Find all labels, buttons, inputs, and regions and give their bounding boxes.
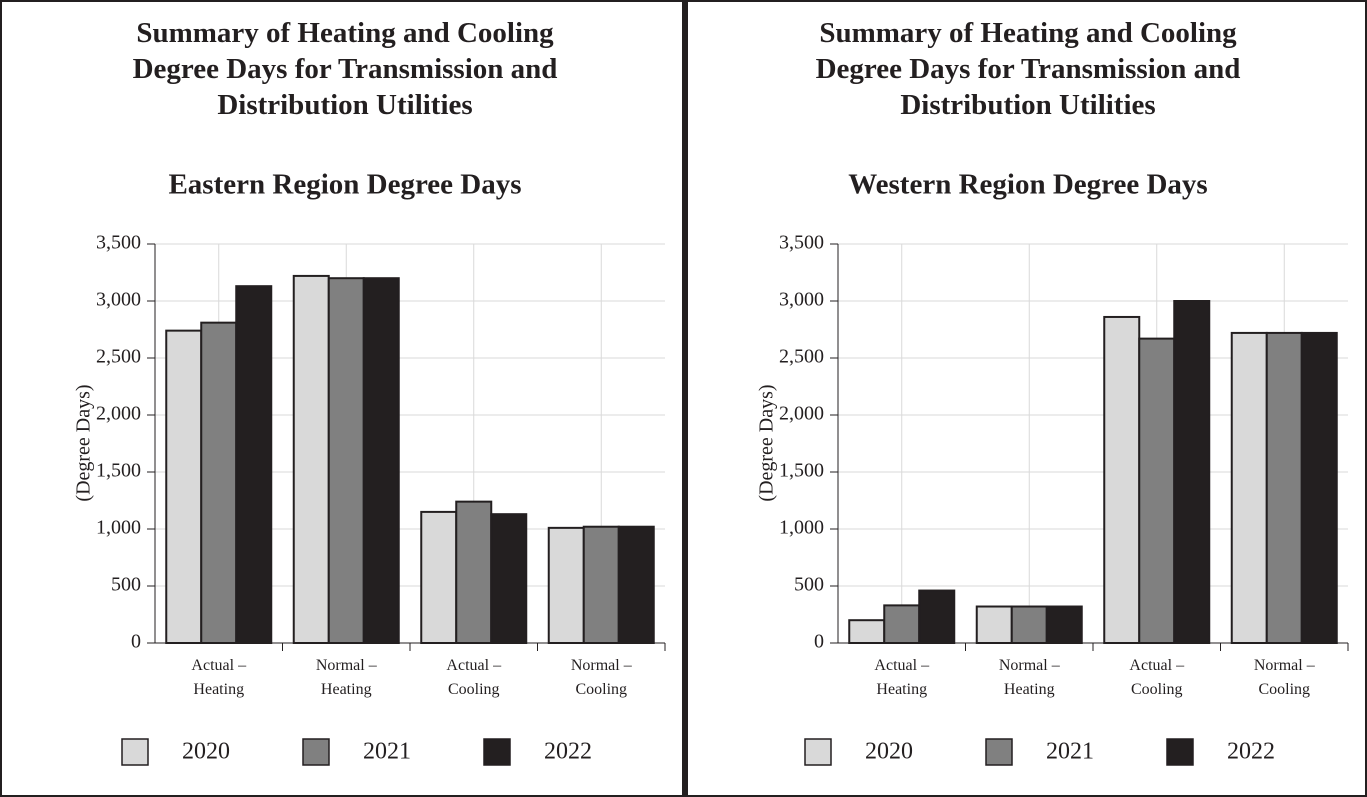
bar bbox=[1138, 337, 1176, 644]
bar bbox=[292, 274, 330, 644]
legend-swatch bbox=[302, 738, 330, 766]
x-tick-label: Actual – Heating bbox=[191, 657, 247, 698]
y-tick-label: 3,500 bbox=[96, 232, 141, 254]
bar bbox=[918, 589, 956, 644]
bar bbox=[1045, 605, 1083, 645]
x-tick-label: Normal – Heating bbox=[316, 657, 378, 698]
panel-divider bbox=[682, 0, 688, 797]
bar bbox=[975, 605, 1013, 645]
bar bbox=[455, 500, 493, 645]
legend-label: 2022 bbox=[1227, 739, 1275, 765]
chart-title: Summary of Heating and Cooling Degree Day… bbox=[133, 17, 558, 121]
bar bbox=[617, 525, 655, 644]
bar bbox=[165, 329, 203, 644]
y-tick-label: 500 bbox=[111, 574, 141, 596]
y-tick-label: 3,000 bbox=[96, 289, 141, 311]
y-tick-label: 3,500 bbox=[779, 232, 824, 254]
bar bbox=[582, 525, 620, 644]
bar bbox=[1103, 315, 1141, 644]
legend-label: 2021 bbox=[1046, 739, 1094, 765]
legend-swatch bbox=[121, 738, 149, 766]
y-tick-label: 2,500 bbox=[779, 346, 824, 368]
bar bbox=[1173, 300, 1211, 644]
x-tick-label: Actual – Heating bbox=[874, 657, 930, 698]
y-axis-label: (Degree Days) bbox=[756, 384, 778, 501]
y-tick-label: 2,000 bbox=[96, 403, 141, 425]
x-tick-label: Actual – Cooling bbox=[446, 657, 502, 698]
y-tick-label: 1,500 bbox=[96, 460, 141, 482]
bar bbox=[420, 510, 458, 644]
y-tick-label: 0 bbox=[814, 631, 824, 653]
y-tick-label: 1,000 bbox=[779, 517, 824, 539]
legend-swatch bbox=[1166, 738, 1194, 766]
x-tick-label: Normal – Cooling bbox=[1254, 657, 1316, 698]
bar bbox=[200, 321, 238, 644]
x-tick-label: Actual – Cooling bbox=[1129, 657, 1185, 698]
chart-subtitle: Western Region Degree Days bbox=[848, 169, 1207, 201]
bar bbox=[883, 604, 921, 645]
bar bbox=[490, 513, 528, 644]
y-tick-label: 1,500 bbox=[779, 460, 824, 482]
x-tick-label: Normal – Cooling bbox=[571, 657, 633, 698]
y-tick-label: 1,000 bbox=[96, 517, 141, 539]
legend-label: 2022 bbox=[544, 739, 592, 765]
y-tick-label: 2,500 bbox=[96, 346, 141, 368]
legend-swatch bbox=[483, 738, 511, 766]
bar bbox=[327, 277, 365, 644]
bar bbox=[1265, 331, 1303, 644]
chart-title: Summary of Heating and Cooling Degree Day… bbox=[816, 17, 1241, 121]
bar bbox=[1230, 331, 1268, 644]
legend-label: 2021 bbox=[363, 739, 411, 765]
bar bbox=[235, 285, 273, 644]
y-tick-label: 500 bbox=[794, 574, 824, 596]
legend-label: 2020 bbox=[182, 739, 230, 765]
y-tick-label: 3,000 bbox=[779, 289, 824, 311]
bar bbox=[362, 277, 400, 644]
bar bbox=[1300, 331, 1338, 644]
legend-swatch bbox=[804, 738, 832, 766]
y-tick-label: 0 bbox=[131, 631, 141, 653]
y-tick-label: 2,000 bbox=[779, 403, 824, 425]
x-tick-label: Normal – Heating bbox=[999, 657, 1061, 698]
chart-subtitle: Eastern Region Degree Days bbox=[168, 169, 521, 201]
bar bbox=[547, 526, 585, 644]
bar bbox=[848, 619, 886, 645]
bar bbox=[1010, 605, 1048, 645]
y-axis-label: (Degree Days) bbox=[73, 384, 95, 501]
legend-label: 2020 bbox=[865, 739, 913, 765]
legend-swatch bbox=[985, 738, 1013, 766]
